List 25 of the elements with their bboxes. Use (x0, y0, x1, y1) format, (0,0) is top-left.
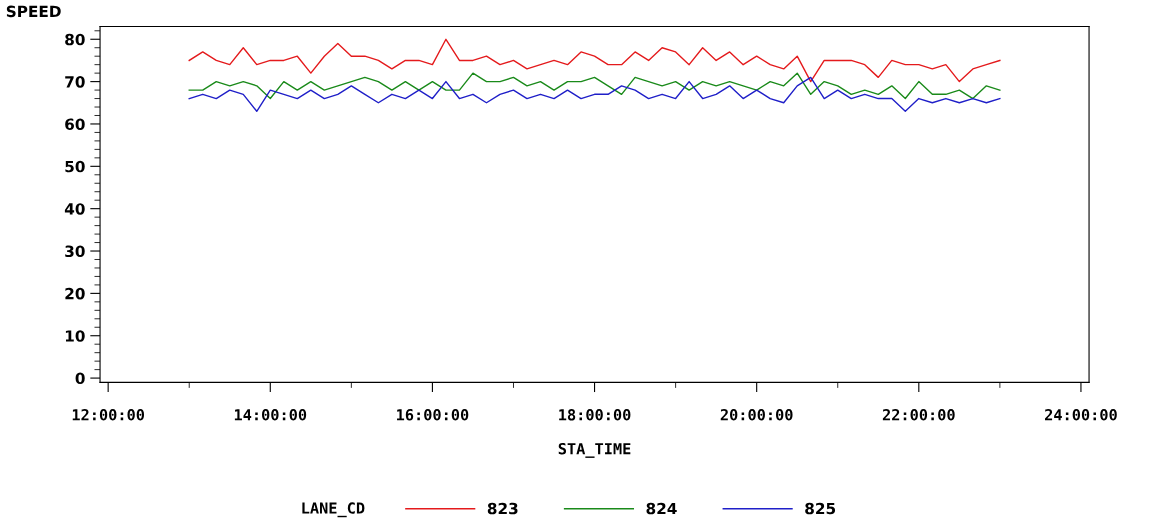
line-series (188, 38, 1001, 83)
y-tick-label: 70 (65, 76, 85, 88)
x-tick-label: 22:00:00 (882, 408, 955, 421)
x-tick-label: 14:00:00 (234, 408, 307, 421)
x-tick-label: 12:00:00 (72, 408, 145, 421)
legend-label: 823 (487, 502, 518, 515)
y-tick-label: 50 (65, 160, 85, 173)
line-series (188, 72, 1001, 100)
y-tick-label: 0 (75, 372, 85, 385)
x-tick-label: 20:00:00 (720, 408, 793, 421)
x-tick-label: 24:00:00 (1045, 408, 1117, 421)
y-tick-label: 30 (65, 245, 85, 258)
y-tick-label: 80 (65, 33, 85, 46)
legend-label: 824 (646, 502, 677, 515)
y-axis-title: SPEED (6, 5, 61, 18)
x-tick-label: 18:00:00 (559, 408, 631, 421)
legend-label: 825 (805, 502, 836, 515)
y-tick-label: 10 (65, 330, 85, 342)
line-series (188, 76, 1001, 112)
legend-title: LANE_CD (302, 502, 365, 518)
x-axis-title: STA_TIME (558, 442, 631, 458)
x-tick-label: 16:00:00 (397, 408, 469, 421)
y-tick-label: 40 (64, 203, 85, 215)
y-tick-label: 60 (65, 118, 85, 130)
y-tick-label: 20 (65, 287, 85, 300)
